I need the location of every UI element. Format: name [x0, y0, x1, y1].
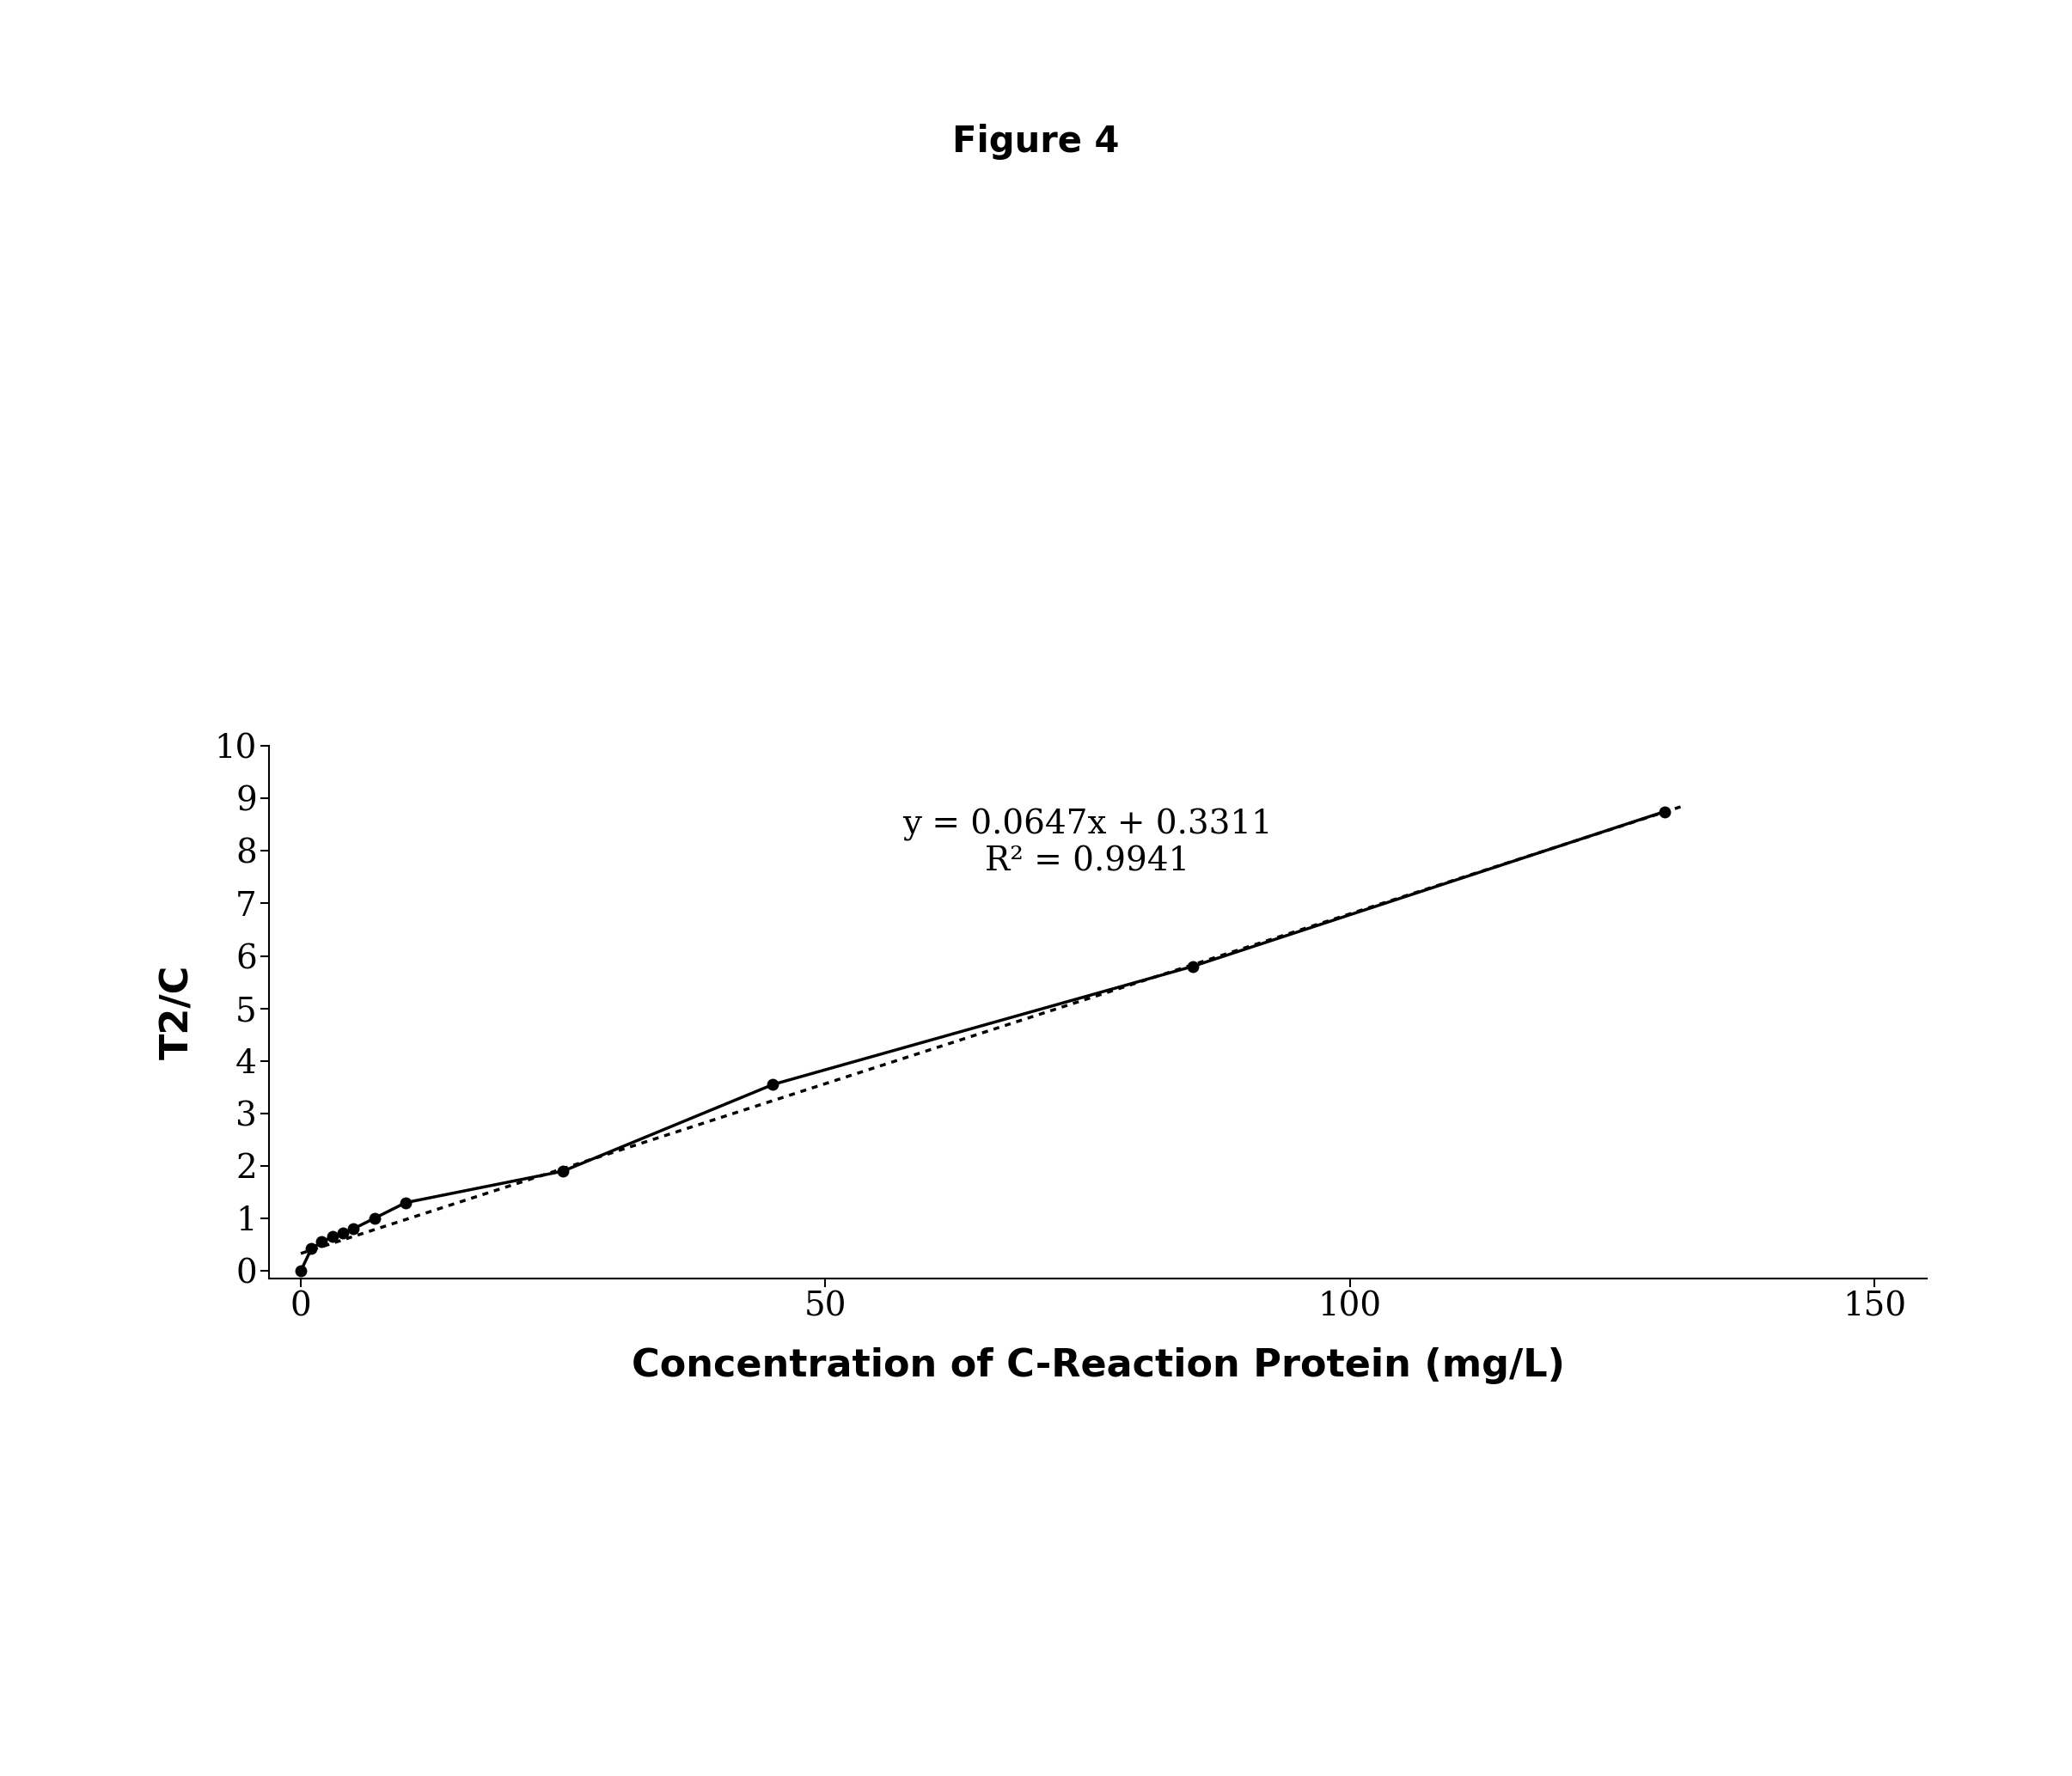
- Y-axis label: T2/C: T2/C: [160, 964, 197, 1060]
- Point: [315, 1222, 348, 1250]
- Point: [325, 1218, 358, 1247]
- Point: [1177, 952, 1210, 980]
- Text: Figure 4: Figure 4: [953, 124, 1119, 160]
- Point: [338, 1215, 371, 1243]
- Point: [294, 1234, 327, 1263]
- Point: [284, 1257, 317, 1286]
- Point: [305, 1227, 338, 1256]
- X-axis label: Concentration of C-Reaction Protein (mg/L): Concentration of C-Reaction Protein (mg/…: [632, 1346, 1564, 1384]
- Text: R² = 0.9941: R² = 0.9941: [986, 845, 1189, 877]
- Point: [390, 1188, 423, 1217]
- Point: [1647, 797, 1680, 826]
- Point: [358, 1204, 392, 1233]
- Point: [547, 1156, 580, 1185]
- Point: [756, 1071, 789, 1099]
- Text: y = 0.0647x + 0.3311: y = 0.0647x + 0.3311: [903, 808, 1272, 842]
